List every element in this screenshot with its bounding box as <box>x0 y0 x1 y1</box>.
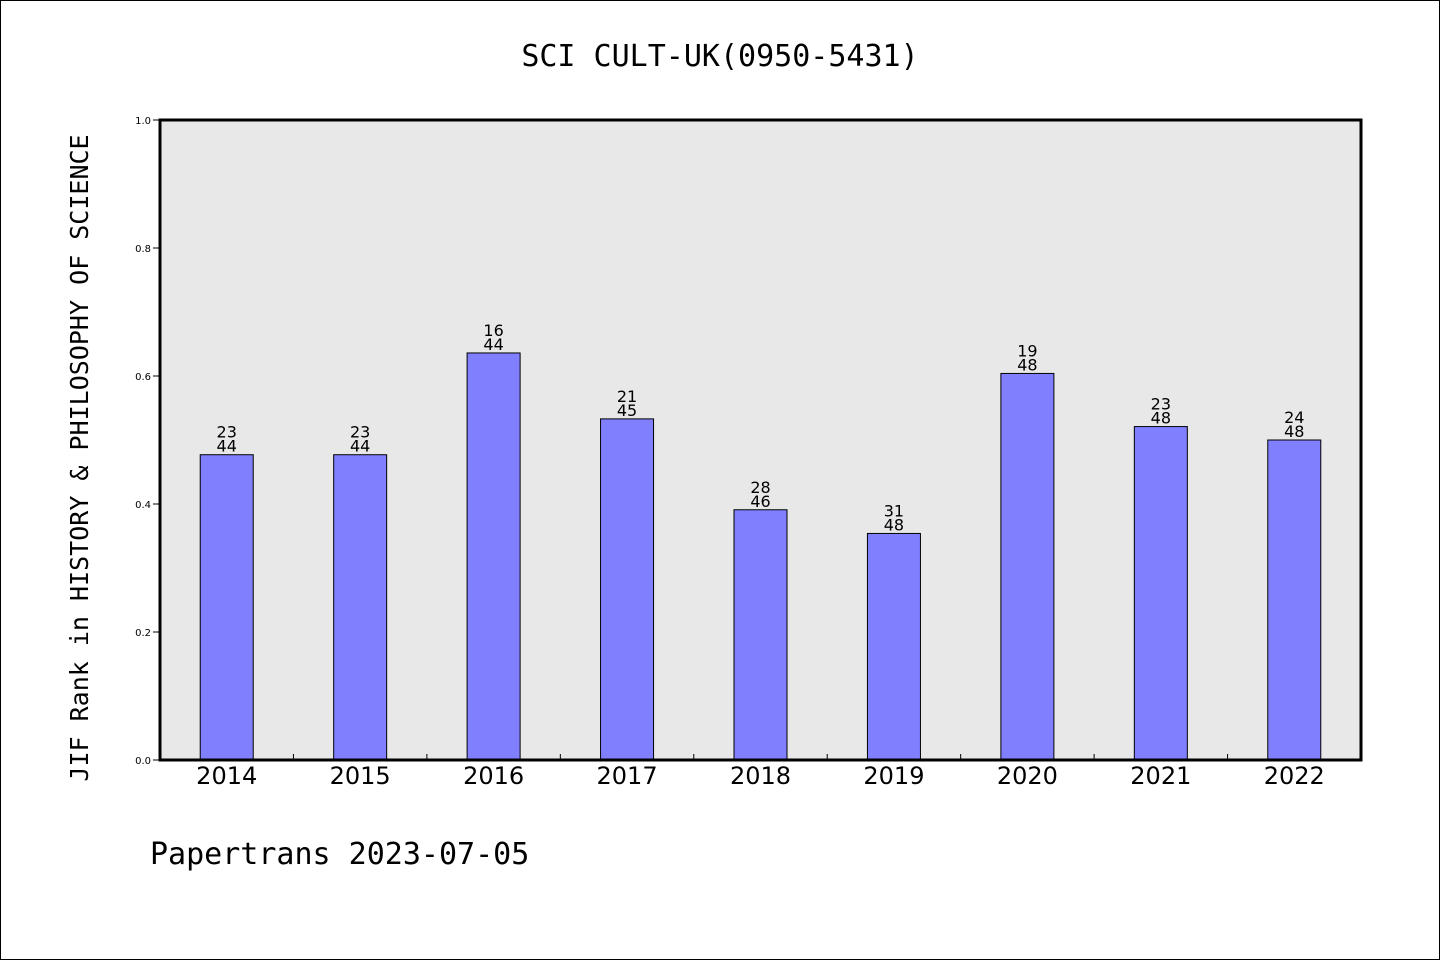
x-tick-label: 2015 <box>330 762 391 790</box>
x-tick-label: 2019 <box>863 762 924 790</box>
x-tick-label: 2014 <box>196 762 257 790</box>
x-tick-label: 2016 <box>463 762 524 790</box>
bar-total-label: 44 <box>350 437 370 456</box>
bar-rank-label: 23 <box>1151 395 1171 414</box>
bar-total-label: 44 <box>217 437 237 456</box>
y-tick-label: 0.2 <box>135 628 151 639</box>
y-tick-label: 0.8 <box>135 244 151 255</box>
bar-2022 <box>1267 439 1322 761</box>
x-tick-label: 2017 <box>597 762 658 790</box>
y-axis-label: JIF Rank in HISTORY & PHILOSOPHY OF SCIE… <box>65 134 94 781</box>
bar-rank-label: 21 <box>617 387 637 406</box>
ticks-layer: 0.0 0.2 0.4 0.6 0.8 1.0 2014 2015 2016 2017 2018 20… <box>135 116 1325 790</box>
plot-border <box>158 118 1363 762</box>
bar-rank-label: 16 <box>483 321 503 340</box>
bar-2018 <box>733 509 788 761</box>
chart-title: SCI CULT-UK(0950-5431) <box>521 39 918 74</box>
footer-text: Papertrans 2023-07-05 <box>150 837 529 872</box>
y-tick-label: 0.0 <box>135 756 151 767</box>
bar-total-label: 48 <box>1017 355 1037 374</box>
x-tick-label: 2018 <box>730 762 791 790</box>
x-tick-label: 2022 <box>1264 762 1325 790</box>
bar-total-label: 46 <box>750 492 770 511</box>
bar-rank-label: 24 <box>1284 408 1304 427</box>
bar-total-label: 44 <box>483 335 503 354</box>
bar-total-label: 48 <box>1284 422 1304 441</box>
bar-total-label: 48 <box>884 515 904 534</box>
bar-rank-label: 23 <box>217 423 237 442</box>
bar-2015 <box>333 454 388 761</box>
bar-2014 <box>199 454 254 761</box>
bar-rank-label: 28 <box>750 478 770 497</box>
bar-total-label: 48 <box>1151 409 1171 428</box>
y-tick-label: 0.6 <box>135 372 151 383</box>
bar-rank-label: 31 <box>884 501 904 520</box>
bar-total-label: 45 <box>617 401 637 420</box>
bar-2020 <box>1000 372 1055 761</box>
bar-2021 <box>1133 426 1188 761</box>
x-tick-label: 2021 <box>1130 762 1191 790</box>
bar-2017 <box>600 418 655 761</box>
bar-2016 <box>466 352 521 761</box>
x-tick-label: 2020 <box>997 762 1058 790</box>
bar-rank-label: 19 <box>1017 341 1037 360</box>
y-tick-label: 0.4 <box>135 500 151 511</box>
bar-rank-label: 23 <box>350 423 370 442</box>
bar-2019 <box>866 532 921 761</box>
y-tick-label: 1.0 <box>135 116 151 127</box>
